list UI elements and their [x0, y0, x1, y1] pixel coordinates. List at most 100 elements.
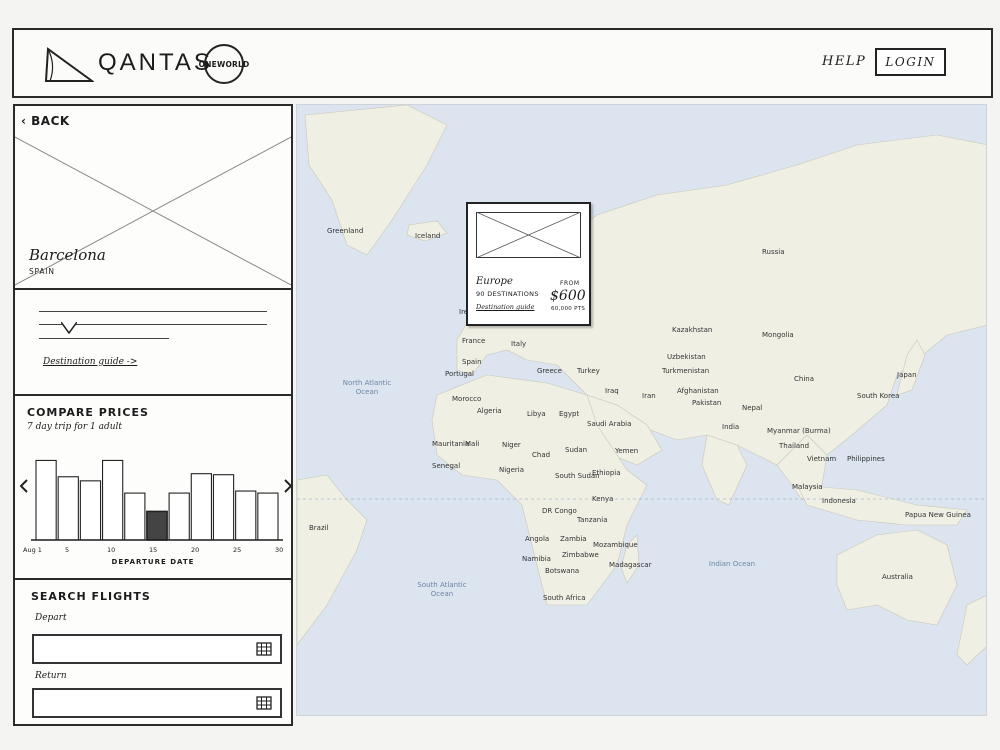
world-map[interactable]: GreenlandIcelandIrelandRussiaKazakhstanM… [296, 104, 987, 716]
country-label: Libya [527, 410, 546, 418]
country-label: Ethiopia [592, 469, 621, 477]
popup-guide-link[interactable]: Destination guide [476, 303, 535, 311]
country-label: Chad [532, 451, 551, 459]
iceland-shape [406, 220, 448, 242]
price-bar[interactable] [168, 492, 190, 541]
price-bar[interactable] [190, 473, 213, 541]
calendar-icon[interactable] [256, 642, 272, 656]
country-label: Angola [525, 535, 550, 543]
back-button[interactable]: ‹ BACK [21, 114, 70, 128]
search-flights-title: SEARCH FLIGHTS [31, 590, 151, 603]
country-label: Madagascar [609, 561, 652, 569]
destination-country: SPAIN [29, 267, 55, 276]
new-zealand-shape [956, 595, 986, 666]
price-bar[interactable] [257, 492, 279, 541]
x-tick-label: 15 [149, 546, 157, 554]
oneworld-badge: ONEWORLD [199, 44, 249, 84]
country-label: Uzbekistan [667, 353, 706, 361]
popup-price: $600 [550, 288, 586, 304]
compare-prices-title: COMPARE PRICES [27, 406, 149, 419]
country-label: Nigeria [499, 466, 525, 474]
country-label: Algeria [477, 407, 502, 415]
depart-label: Depart [35, 613, 67, 623]
text-placeholder-line [39, 338, 169, 339]
country-label: Greece [537, 367, 562, 375]
australia-shape [836, 529, 958, 626]
country-label: Pakistan [692, 399, 722, 407]
login-button[interactable]: LOGIN [875, 48, 946, 76]
price-bar[interactable] [57, 476, 79, 541]
top-navigation-bar: QANTAS ONEWORLD HELP LOGIN [12, 28, 993, 98]
price-bar-selected[interactable] [146, 510, 168, 541]
x-tick-label: 25 [233, 546, 241, 554]
country-label: Spain [462, 358, 482, 366]
country-label: Brazil [309, 524, 329, 532]
chevron-left-icon: ‹ [21, 114, 27, 128]
country-label: South Korea [857, 392, 900, 400]
price-bar[interactable] [124, 492, 146, 541]
price-bar[interactable] [235, 490, 257, 541]
destination-popup[interactable]: Europe 90 DESTINATIONS Destination guide… [466, 202, 591, 326]
country-label: Botswana [545, 567, 580, 575]
country-label: Namibia [522, 555, 551, 563]
country-label: Mauritania [432, 440, 470, 448]
africa-shape [431, 374, 648, 606]
x-tick-label: 10 [107, 546, 115, 554]
country-label: Portugal [445, 370, 474, 378]
japan-shape [896, 339, 926, 396]
south-america-shape [297, 474, 368, 646]
country-label: South Sudan [555, 472, 600, 480]
depart-date-input[interactable] [32, 634, 282, 664]
country-label: Turkmenistan [662, 367, 710, 375]
southeast-asia-shape [776, 434, 828, 501]
chevron-left-icon[interactable] [19, 479, 28, 493]
text-placeholder-line [39, 324, 267, 325]
section-divider [15, 288, 291, 290]
brand-name: QANTAS [98, 49, 213, 76]
price-bar[interactable] [35, 459, 57, 541]
country-label: Iraq [605, 387, 619, 395]
section-divider [15, 578, 291, 580]
country-label: Vietnam [807, 455, 837, 463]
destination-sidebar: ‹ BACK Barcelona SPAIN Destination guide… [13, 104, 293, 726]
country-label: Egypt [559, 410, 580, 418]
country-label: Afghanistan [677, 387, 719, 395]
country-label: Nepal [742, 404, 763, 412]
chevron-right-icon[interactable] [284, 479, 291, 493]
x-tick-label: 30 [275, 546, 283, 554]
country-label: Yemen [615, 447, 639, 455]
country-label: Philippines [847, 455, 885, 463]
destination-guide-link[interactable]: Destination guide -> [43, 357, 138, 367]
compare-prices-subtitle: 7 day trip for 1 adult [27, 422, 122, 432]
return-date-input[interactable] [32, 688, 282, 718]
price-bar[interactable] [101, 459, 124, 541]
ocean-label: South Atlantic Ocean [417, 581, 467, 598]
country-label: South Africa [543, 594, 586, 602]
calendar-icon[interactable] [256, 696, 272, 710]
madagascar-shape [620, 534, 640, 584]
country-label: Thailand [779, 442, 810, 450]
country-label: Kenya [592, 495, 614, 503]
country-label: Saudi Arabia [587, 420, 632, 428]
country-label: Morocco [452, 395, 482, 403]
text-placeholder-line [39, 311, 267, 312]
country-label: Japan [897, 371, 917, 379]
x-tick-label: Aug 1 [23, 546, 42, 554]
country-label: Australia [882, 573, 913, 581]
country-label: Iceland [415, 232, 441, 240]
popup-destination-count: 90 DESTINATIONS [476, 290, 539, 298]
price-bar[interactable] [212, 474, 235, 541]
country-label: Myanmar (Burma) [767, 427, 831, 435]
qantas-logo-icon[interactable] [42, 45, 94, 83]
country-label: Greenland [327, 227, 364, 235]
indonesia-shape [796, 484, 968, 526]
country-label: Kazakhstan [672, 326, 713, 334]
price-bar[interactable] [79, 480, 102, 541]
country-label: Papua New Guinea [905, 511, 971, 519]
country-label: China [794, 375, 814, 383]
greenland-shape [304, 105, 448, 256]
country-label: Italy [511, 340, 527, 348]
country-label: Mali [465, 440, 480, 448]
x-tick-label: 5 [65, 546, 69, 554]
help-link[interactable]: HELP [822, 54, 867, 69]
